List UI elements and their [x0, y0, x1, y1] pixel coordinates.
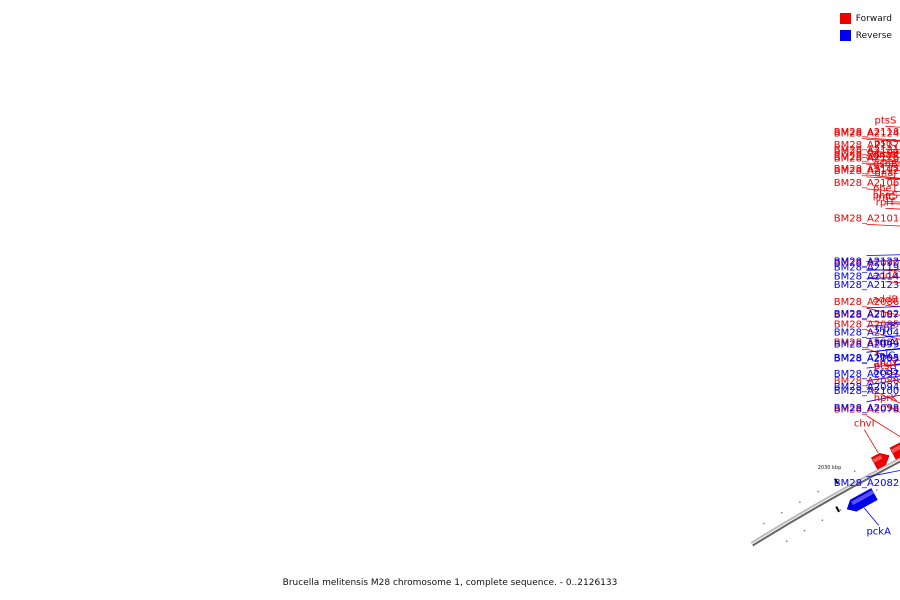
leader-line	[885, 371, 900, 384]
gene-label-bm28_a2103: BM28_A2103	[834, 353, 900, 364]
gene-label-bm28_a2125: BM28_A2125	[834, 152, 900, 163]
gene-label-pstc: pstC	[874, 138, 896, 149]
major-tick-inner	[835, 506, 840, 513]
gene-label-bm28_a2084: BM28_A2084	[834, 338, 900, 349]
leader-line	[866, 254, 900, 256]
gene-label-bm28_a2101: BM28_A2101	[834, 213, 900, 224]
reverse-swatch	[839, 30, 851, 41]
gene-label-bm28_a2114: BM28_A2114	[834, 271, 900, 282]
gene-label-dnaj: dnaJ	[875, 168, 897, 179]
legend-forward: Forward	[839, 10, 892, 27]
gene-label-rplt: rplT	[876, 197, 896, 208]
leader-line	[866, 386, 900, 404]
legend: Forward Reverse	[839, 10, 892, 44]
gene-label-trpf: trpF	[875, 324, 895, 335]
major-ticks: 2030 kbp2035 kbp2040 kbp2045 kbp2050 kbp…	[818, 465, 842, 513]
gene-label-accd: accD	[873, 367, 898, 378]
gene-label-hprk: hprK	[874, 393, 898, 404]
caption: Brucella melitensis M28 chromosome 1, co…	[282, 578, 618, 588]
tick-label: 2030 kbp	[818, 465, 842, 471]
gene-label-bm28_a2095: BM28_A2095	[834, 353, 900, 364]
legend-reverse: Reverse	[839, 27, 892, 44]
minor-tick-outer	[781, 511, 783, 514]
minor-tick-outer	[817, 490, 819, 493]
gene-label-gshb: gshB	[873, 159, 898, 170]
gene-label-bm28_a2121: BM28_A2121	[834, 145, 900, 156]
gene-label-adda: addA	[873, 271, 899, 282]
minor-tick-inner	[821, 519, 824, 521]
leader-line	[866, 415, 900, 438]
gene-labels: chvIBM28_A2078hprKBM28_A2080ptsHahcYBM28…	[834, 115, 900, 537]
gene-label-bm28_a2106: BM28_A2106	[834, 178, 900, 189]
gene-highlight	[890, 444, 900, 454]
gene-label-bm28_a2104: BM28_A2104	[834, 327, 900, 338]
leader-line	[866, 329, 900, 340]
minor-tick-inner	[875, 489, 878, 491]
minor-tick-outer	[799, 501, 801, 503]
forward-swatch	[839, 13, 851, 24]
leader-line	[863, 507, 880, 526]
gene-label-bm28_a2086: BM28_A2086	[834, 297, 900, 308]
gene-label-addb: addB	[873, 294, 899, 305]
gene-label-bm28_a2119: BM28_A2119	[834, 262, 900, 273]
gene-highlight	[851, 490, 874, 505]
leader-line	[885, 403, 900, 413]
gene-label-bm28_a2109: BM28_A2109	[834, 148, 900, 159]
legend-reverse-label: Reverse	[855, 30, 892, 41]
gene-label-bm28_a2112: BM28_A2112	[834, 166, 900, 177]
minor-tick-inner	[839, 509, 842, 511]
gene-label-bm28_a2087: BM28_A2087	[834, 310, 900, 321]
gene-label-phes: pheS	[873, 191, 898, 202]
gene-label-bm28_a2098: BM28_A2098	[834, 403, 900, 414]
gene-label-bm28_a2102: BM28_A2102	[834, 309, 900, 320]
minor-tick-inner	[894, 479, 896, 482]
leader-line	[863, 429, 879, 454]
gene-label-bm28_a2107: BM28_A2107	[834, 164, 900, 175]
gene-label-folc: folC	[876, 351, 895, 362]
gene-label-bm28_a2116: BM28_A2116	[834, 153, 900, 164]
gene-label-bm28_a2094: BM28_A2094	[834, 382, 900, 393]
gene-label-dnak: dnaK	[873, 150, 899, 161]
gene-label-infc: infC	[876, 192, 896, 203]
leader-line	[866, 470, 900, 478]
minor-tick-outer	[853, 470, 856, 473]
gene-label-trpa: trpA	[875, 338, 896, 349]
reverse-genes	[846, 488, 878, 512]
gene-label-bm28_a2082: BM28_A2082	[834, 478, 900, 489]
minor-tick-inner	[785, 540, 788, 542]
label-leaders	[863, 125, 900, 526]
gene-label-bm28_a2085: BM28_A2085	[834, 319, 900, 330]
gene-label-ptsh: ptsH	[874, 361, 897, 372]
gene-label-bm28_a2123: BM28_A2123	[834, 280, 900, 291]
gene-label-bm28_a2118: BM28_A2118	[834, 127, 900, 138]
gene-label-bm28_a2100: BM28_A2100	[834, 386, 900, 397]
gene-label-ahcy: ahcY	[873, 359, 898, 370]
forward-genes	[870, 442, 900, 470]
gene-label-bm28_a2117: BM28_A2117	[834, 140, 900, 151]
leader-line	[866, 224, 900, 227]
gene-label-chvi: chvI	[854, 418, 875, 429]
gene-label-bm28_a2122: BM28_A2122	[834, 257, 900, 268]
gene-label-phet: pheT	[873, 184, 899, 195]
gene-label-bm28_a2099: BM28_A2099	[834, 340, 900, 351]
gene-label-ptss: ptsS	[874, 115, 896, 126]
minor-tick-outer	[763, 522, 765, 525]
gene-label-bm28_a2124: BM28_A2124	[834, 128, 900, 139]
gene-label-bm28_a2080: BM28_A2080	[834, 376, 900, 387]
gene-label-bm28_a2078: BM28_A2078	[834, 405, 900, 416]
legend-forward-label: Forward	[855, 13, 892, 24]
gene-label-bm28_a2090: BM28_A2090	[834, 258, 900, 269]
gene-label-bm28_a2097: BM28_A2097	[834, 369, 900, 380]
minor-tick-inner	[803, 529, 806, 532]
gene-label-pcka: pckA	[866, 526, 891, 537]
leader-line	[866, 348, 900, 362]
major-tick	[834, 478, 839, 485]
gene-highlight	[872, 455, 883, 463]
